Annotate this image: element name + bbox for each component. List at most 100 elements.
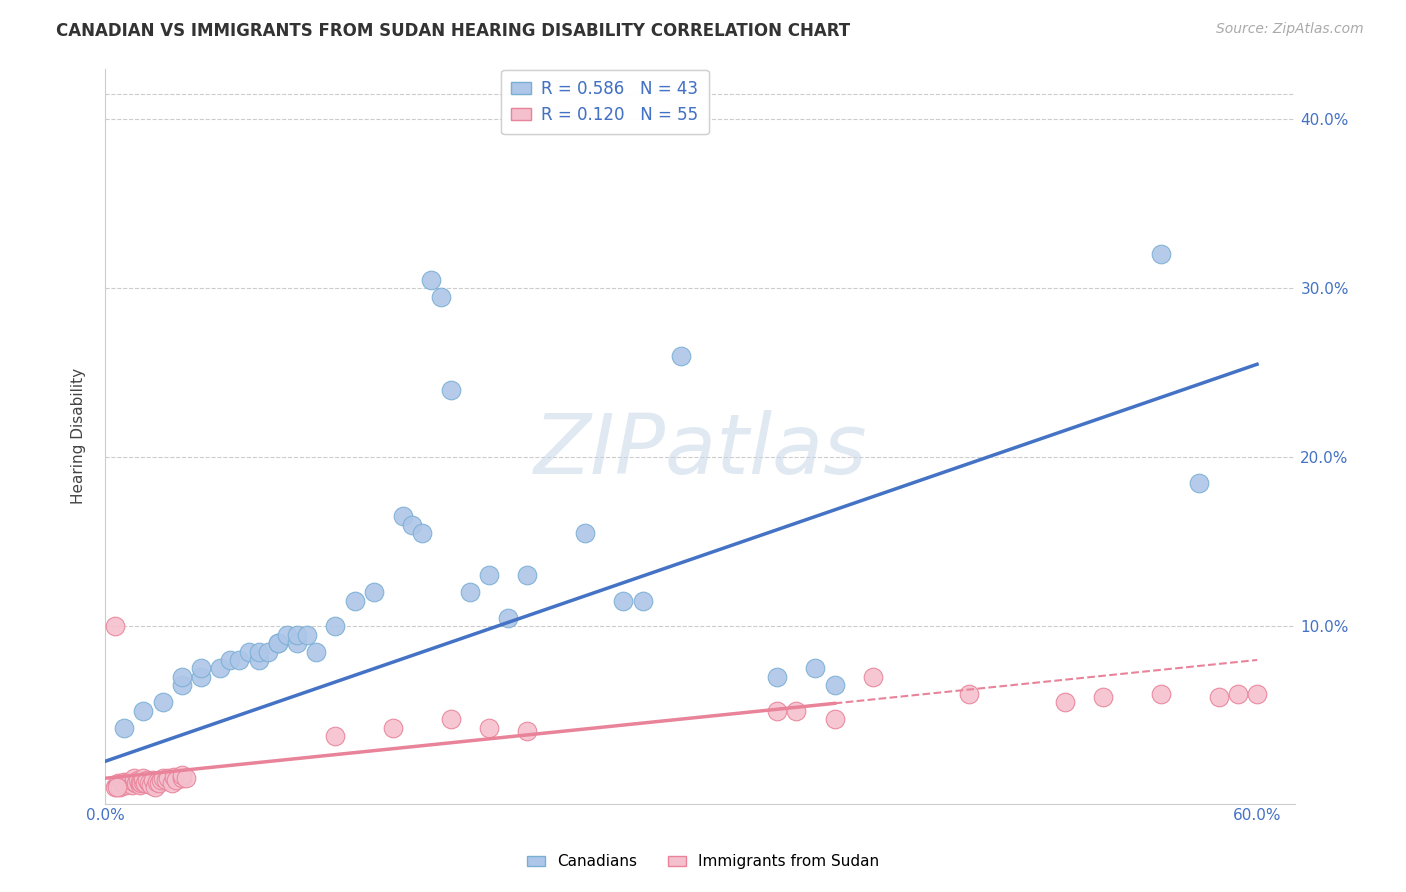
Point xyxy=(104,780,127,794)
Point xyxy=(152,772,174,786)
Point xyxy=(325,729,347,743)
Point xyxy=(1150,687,1173,701)
Point xyxy=(170,768,193,782)
Text: CANADIAN VS IMMIGRANTS FROM SUDAN HEARING DISABILITY CORRELATION CHART: CANADIAN VS IMMIGRANTS FROM SUDAN HEARIN… xyxy=(56,22,851,40)
Point xyxy=(1150,247,1173,261)
Point xyxy=(146,774,169,789)
Point xyxy=(138,776,160,790)
Point xyxy=(170,678,193,692)
Point xyxy=(143,780,166,794)
Point xyxy=(1188,475,1211,490)
Point xyxy=(228,653,250,667)
Point xyxy=(105,780,128,794)
Legend: R = 0.586   N = 43, R = 0.120   N = 55: R = 0.586 N = 43, R = 0.120 N = 55 xyxy=(502,70,709,134)
Point xyxy=(163,770,186,784)
Text: ZIPatlas: ZIPatlas xyxy=(533,410,868,491)
Point xyxy=(766,704,789,718)
Point xyxy=(107,776,129,790)
Point xyxy=(152,695,174,709)
Legend: Canadians, Immigrants from Sudan: Canadians, Immigrants from Sudan xyxy=(520,848,886,875)
Point xyxy=(132,774,155,789)
Point xyxy=(862,670,884,684)
Point xyxy=(267,636,290,650)
Point xyxy=(957,687,980,701)
Point xyxy=(165,772,187,787)
Point xyxy=(118,776,141,790)
Point xyxy=(430,290,453,304)
Point xyxy=(411,526,433,541)
Text: Source: ZipAtlas.com: Source: ZipAtlas.com xyxy=(1216,22,1364,37)
Point xyxy=(142,772,165,787)
Point xyxy=(122,772,145,786)
Point xyxy=(325,619,347,633)
Point xyxy=(574,526,596,541)
Point xyxy=(669,349,692,363)
Point xyxy=(209,661,232,675)
Point xyxy=(132,704,155,718)
Point xyxy=(190,670,212,684)
Point xyxy=(382,721,405,735)
Point xyxy=(276,627,298,641)
Point xyxy=(824,678,846,692)
Point xyxy=(160,776,183,790)
Point xyxy=(155,772,177,787)
Point xyxy=(157,772,180,786)
Point xyxy=(127,772,149,787)
Point xyxy=(105,778,128,792)
Point xyxy=(1054,695,1077,709)
Point xyxy=(285,627,308,641)
Point xyxy=(478,568,501,582)
Point xyxy=(218,653,240,667)
Point xyxy=(136,772,159,787)
Point xyxy=(363,585,385,599)
Point xyxy=(104,619,127,633)
Point xyxy=(117,774,139,789)
Point xyxy=(128,778,150,792)
Point xyxy=(631,594,654,608)
Point xyxy=(139,778,162,792)
Point xyxy=(401,517,423,532)
Point xyxy=(439,712,461,726)
Point xyxy=(343,594,366,608)
Point xyxy=(612,594,634,608)
Point xyxy=(295,627,318,641)
Point xyxy=(285,636,308,650)
Point xyxy=(112,774,135,789)
Point xyxy=(122,774,145,789)
Point xyxy=(148,776,170,790)
Point xyxy=(115,778,138,792)
Point xyxy=(824,712,846,726)
Point xyxy=(110,780,132,794)
Point xyxy=(149,772,172,787)
Point xyxy=(305,644,328,658)
Point xyxy=(111,776,134,790)
Point xyxy=(516,568,538,582)
Point xyxy=(785,704,807,718)
Point xyxy=(1208,690,1230,705)
Point xyxy=(238,644,260,658)
Point xyxy=(128,774,150,789)
Point xyxy=(121,778,143,792)
Point xyxy=(190,661,212,675)
Point xyxy=(247,653,270,667)
Point xyxy=(267,636,290,650)
Point xyxy=(174,772,197,786)
Point xyxy=(134,776,156,790)
Point xyxy=(1246,687,1268,701)
Point xyxy=(420,273,443,287)
Y-axis label: Hearing Disability: Hearing Disability xyxy=(72,368,86,504)
Point xyxy=(804,661,827,675)
Point xyxy=(439,383,461,397)
Point xyxy=(112,721,135,735)
Point xyxy=(170,670,193,684)
Point xyxy=(458,585,481,599)
Point xyxy=(1092,690,1115,705)
Point xyxy=(125,776,148,790)
Point xyxy=(247,644,270,658)
Point xyxy=(1226,687,1249,701)
Point xyxy=(766,670,789,684)
Point xyxy=(391,509,413,524)
Point xyxy=(132,772,155,786)
Point xyxy=(516,723,538,738)
Point xyxy=(131,776,153,790)
